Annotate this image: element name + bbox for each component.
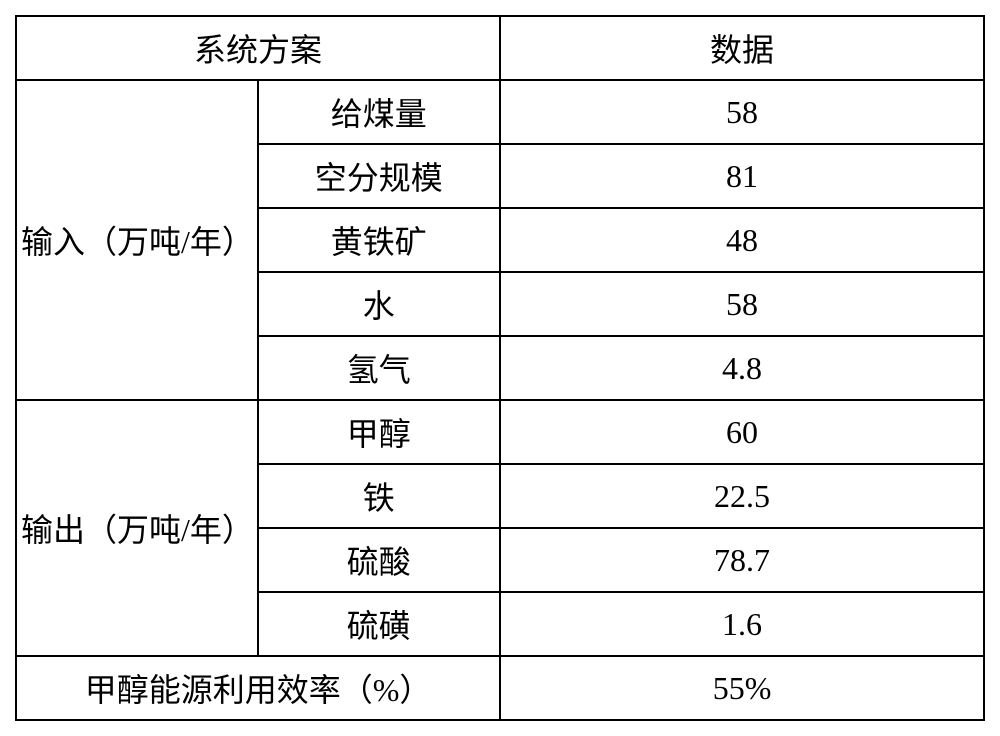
- input-param-3: 水: [258, 272, 500, 336]
- input-group-label: 输入（万吨/年）: [16, 80, 258, 400]
- input-value-4: 4.8: [500, 336, 984, 400]
- header-scheme-cell: 系统方案: [16, 16, 500, 80]
- input-param-0: 给煤量: [258, 80, 500, 144]
- input-param-4: 氢气: [258, 336, 500, 400]
- header-data-cell: 数据: [500, 16, 984, 80]
- input-param-1: 空分规模: [258, 144, 500, 208]
- input-row-0: 输入（万吨/年） 给煤量 58: [16, 80, 984, 144]
- header-row: 系统方案 数据: [16, 16, 984, 80]
- efficiency-value-cell: 55%: [500, 656, 984, 720]
- system-scheme-table: 系统方案 数据 输入（万吨/年） 给煤量 58 空分规模 81 黄铁矿 48 水…: [15, 15, 985, 721]
- input-value-3: 58: [500, 272, 984, 336]
- output-param-3: 硫磺: [258, 592, 500, 656]
- input-value-0: 58: [500, 80, 984, 144]
- input-param-2: 黄铁矿: [258, 208, 500, 272]
- output-value-3: 1.6: [500, 592, 984, 656]
- input-value-1: 81: [500, 144, 984, 208]
- output-param-2: 硫酸: [258, 528, 500, 592]
- output-param-0: 甲醇: [258, 400, 500, 464]
- efficiency-row: 甲醇能源利用效率（%） 55%: [16, 656, 984, 720]
- output-row-0: 输出（万吨/年） 甲醇 60: [16, 400, 984, 464]
- output-value-2: 78.7: [500, 528, 984, 592]
- output-group-label: 输出（万吨/年）: [16, 400, 258, 656]
- efficiency-label-cell: 甲醇能源利用效率（%）: [16, 656, 500, 720]
- input-value-2: 48: [500, 208, 984, 272]
- output-value-0: 60: [500, 400, 984, 464]
- output-param-1: 铁: [258, 464, 500, 528]
- output-value-1: 22.5: [500, 464, 984, 528]
